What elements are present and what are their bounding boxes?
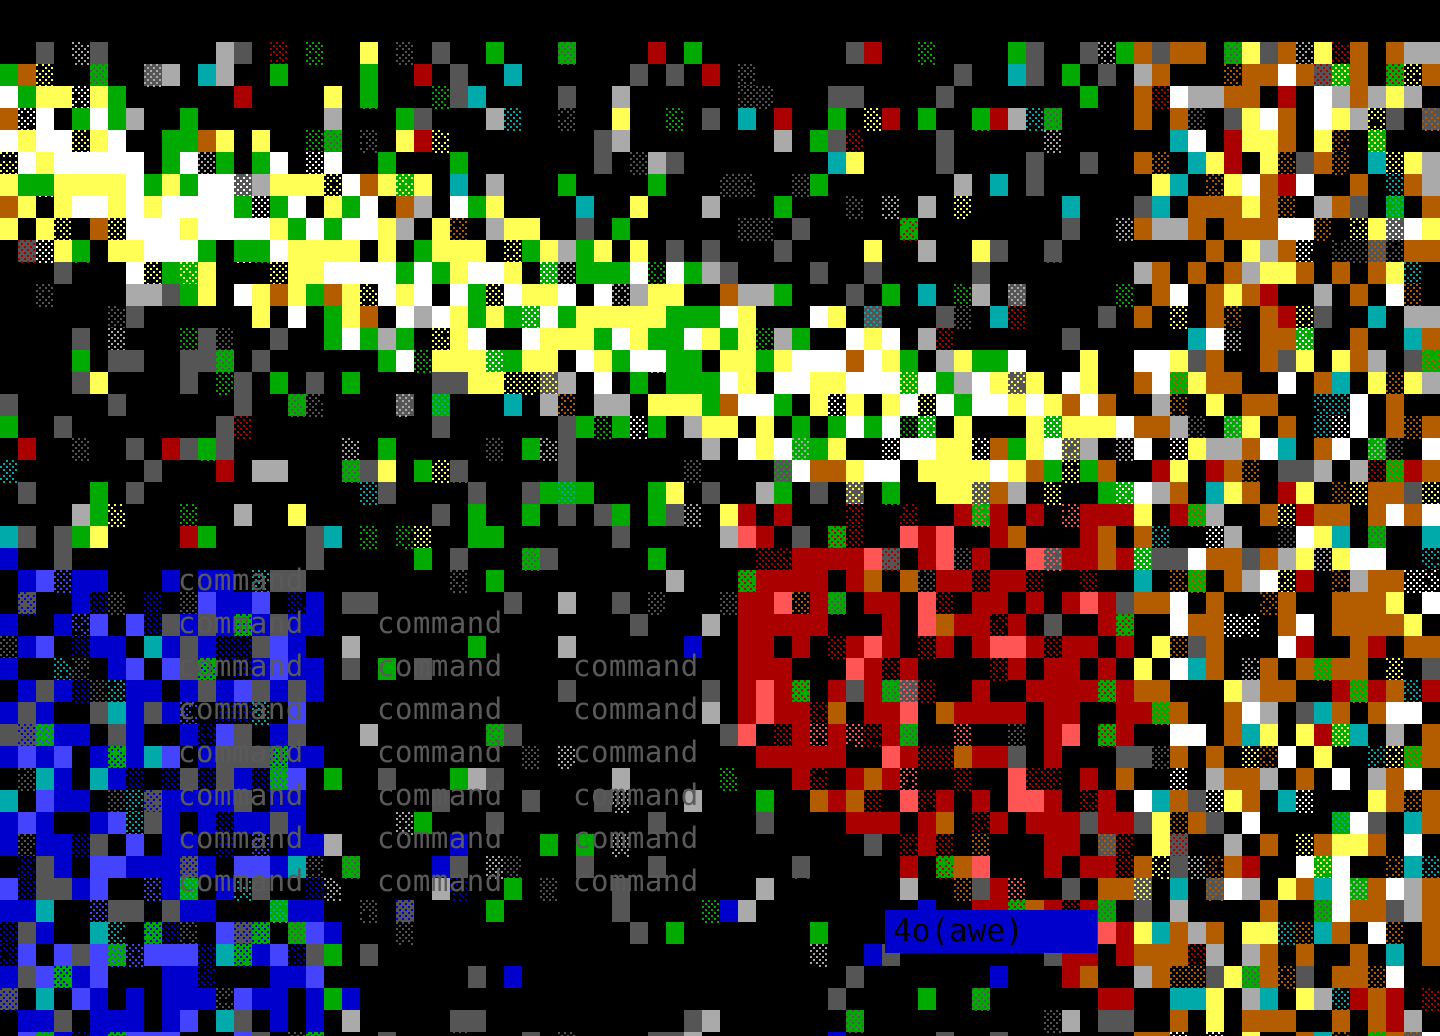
command-label[interactable]: command bbox=[377, 778, 503, 812]
command-label[interactable]: command bbox=[377, 606, 503, 640]
command-label[interactable]: command bbox=[178, 563, 304, 597]
model-badge[interactable]: 4o(awe) bbox=[885, 910, 1097, 953]
command-label[interactable]: command bbox=[377, 864, 503, 898]
command-label[interactable]: command bbox=[178, 821, 304, 855]
command-label[interactable]: command bbox=[573, 735, 699, 769]
command-label[interactable]: command bbox=[573, 778, 699, 812]
command-label[interactable]: command bbox=[377, 692, 503, 726]
command-label[interactable]: command bbox=[178, 735, 304, 769]
command-label[interactable]: command bbox=[377, 821, 503, 855]
command-label[interactable]: command bbox=[377, 735, 503, 769]
command-label[interactable]: command bbox=[573, 864, 699, 898]
command-label[interactable]: command bbox=[377, 649, 503, 683]
command-label[interactable]: command bbox=[178, 778, 304, 812]
command-label[interactable]: command bbox=[573, 821, 699, 855]
command-label[interactable]: command bbox=[178, 606, 304, 640]
command-label[interactable]: command bbox=[573, 692, 699, 726]
command-label[interactable]: command bbox=[178, 864, 304, 898]
command-label[interactable]: command bbox=[178, 692, 304, 726]
command-label[interactable]: command bbox=[178, 649, 304, 683]
command-label[interactable]: command bbox=[573, 649, 699, 683]
